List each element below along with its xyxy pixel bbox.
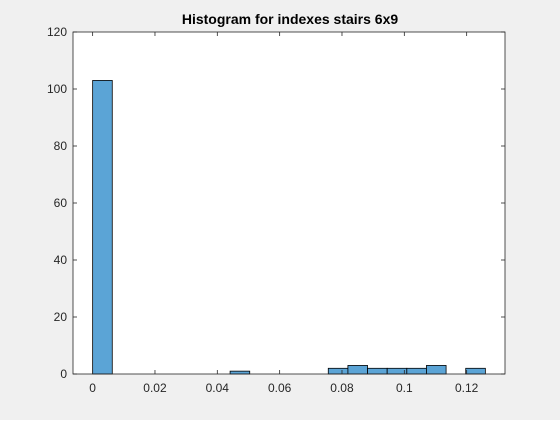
- y-axis: 0 20 40 60 80 100 120: [47, 25, 505, 381]
- x-tick-label: 0.06: [268, 381, 292, 395]
- histogram-bar-5: [386, 367, 408, 375]
- x-tick-label: 0.1: [396, 381, 413, 395]
- histogram-bar-2: [327, 367, 349, 375]
- x-tick-label: 0.12: [455, 381, 479, 395]
- histogram-bar-7: [426, 365, 447, 375]
- x-tick-label: 0: [89, 381, 96, 395]
- histogram-bar-0: [92, 80, 113, 375]
- histogram-bar-4: [367, 367, 388, 375]
- y-tick-label: 60: [54, 196, 68, 210]
- y-tick-label: 120: [47, 25, 67, 39]
- histogram-bar-8: [465, 367, 486, 375]
- histogram-bar-1: [229, 370, 251, 375]
- histogram-bar-3: [347, 365, 368, 375]
- x-tick-label: 0.02: [143, 381, 167, 395]
- y-tick-label: 100: [47, 82, 67, 96]
- x-tick-label: 0.04: [206, 381, 230, 395]
- chart-title: Histogram for indexes stairs 6x9: [182, 11, 399, 27]
- y-tick-label: 40: [54, 253, 68, 267]
- x-tick-label: 0.08: [330, 381, 354, 395]
- plot-area: [73, 32, 505, 374]
- histogram-bar-6: [406, 367, 427, 375]
- x-axis: 0 0.02 0.04 0.06 0.08 0.1 0.12: [89, 32, 479, 395]
- y-tick-label: 80: [54, 139, 68, 153]
- y-tick-label: 20: [54, 310, 68, 324]
- y-tick-label: 0: [60, 367, 67, 381]
